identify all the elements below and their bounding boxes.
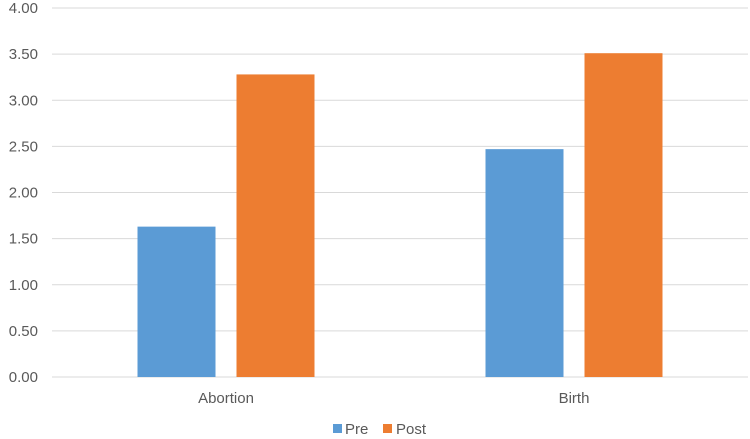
legend-label-post: Post [396, 421, 427, 438]
y-tick-label: 1.50 [9, 231, 38, 248]
y-tick-label: 0.50 [9, 323, 38, 340]
y-tick-label: 2.50 [9, 138, 38, 155]
y-axis-tick-labels: 0.00 0.50 1.00 1.50 2.00 2.50 3.00 3.50 4.00 [9, 0, 38, 386]
bar-pre-abortion [137, 226, 216, 377]
legend: Pre Post [333, 421, 427, 438]
y-tick-label: 0.00 [9, 369, 38, 386]
y-tick-label: 2.00 [9, 185, 38, 202]
x-category-label: Abortion [198, 390, 254, 407]
bar-pre-birth [485, 149, 564, 377]
y-tick-label: 4.00 [9, 0, 38, 17]
legend-label-pre: Pre [345, 421, 368, 438]
bars [137, 53, 663, 378]
legend-swatch-post [383, 424, 392, 433]
x-category-label: Birth [559, 390, 590, 407]
legend-swatch-pre [333, 424, 342, 433]
x-axis-category-labels: Abortion Birth [198, 390, 589, 407]
y-tick-label: 3.00 [9, 92, 38, 109]
y-tick-label: 1.00 [9, 277, 38, 294]
bar-post-birth [584, 53, 663, 377]
y-tick-label: 3.50 [9, 46, 38, 63]
bar-post-abortion [236, 74, 315, 378]
